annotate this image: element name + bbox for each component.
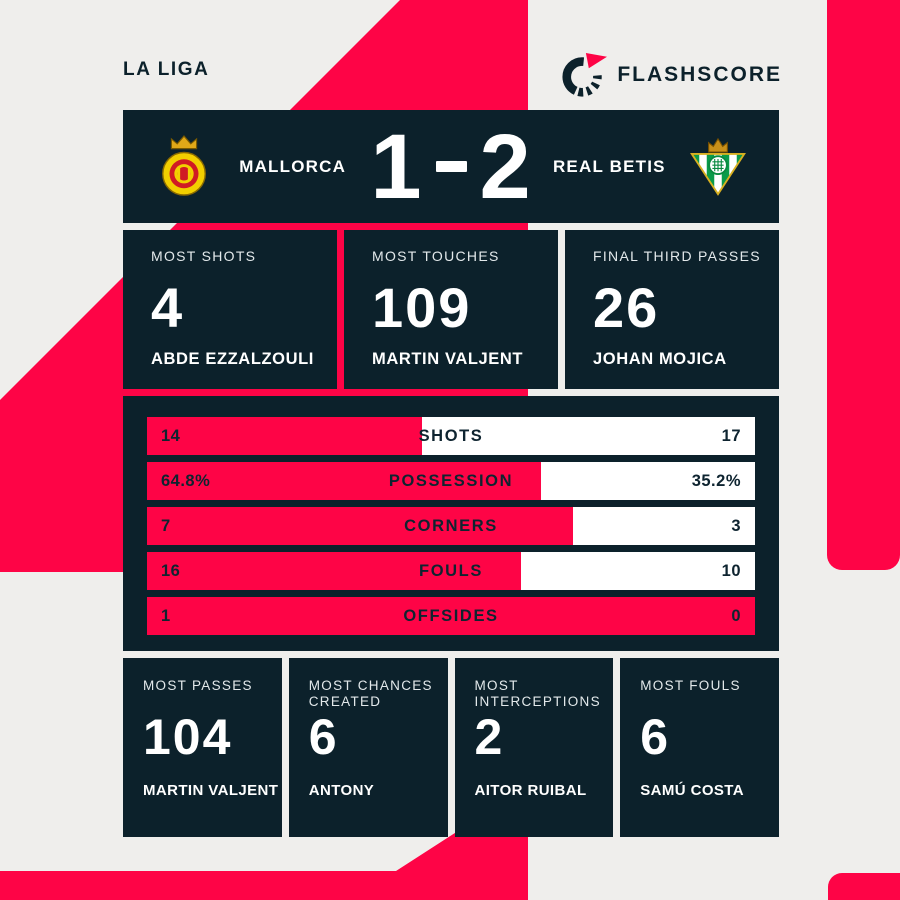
pink-corner-accent bbox=[828, 873, 900, 900]
stat-player: ABDE EZZALZOULI bbox=[151, 350, 314, 368]
stat-bar-fouls: 16 FOULS 10 bbox=[147, 552, 755, 590]
score-header: MALLORCA 1 2 REAL BETIS bbox=[123, 110, 779, 223]
score-dash bbox=[435, 161, 467, 172]
pink-right-panel bbox=[827, 0, 900, 570]
competition-label: LA LIGA bbox=[123, 59, 210, 80]
home-value: 64.8% bbox=[161, 472, 211, 490]
home-team-name: MALLORCA bbox=[239, 156, 347, 176]
stat-bar-possession: 64.8% POSSESSION 35.2% bbox=[147, 462, 755, 500]
mallorca-crest-icon bbox=[153, 134, 215, 200]
home-share-fill bbox=[147, 552, 521, 590]
stat-bar-offsides: 1 OFFSIDES 0 bbox=[147, 597, 755, 635]
stat-box-most-chances-created: MOST CHANCES CREATED 6 ANTONY bbox=[288, 658, 448, 837]
away-value: 35.2% bbox=[691, 472, 741, 490]
home-score: 1 bbox=[370, 115, 423, 218]
stat-value: 6 bbox=[640, 709, 671, 765]
match-stats-panel: 14 SHOTS 17 64.8% POSSESSION 35.2% 7 COR… bbox=[123, 396, 779, 651]
stat-label: MOST TOUCHES bbox=[372, 248, 500, 264]
flashscore-clock-icon bbox=[562, 52, 608, 97]
away-score: 2 bbox=[479, 115, 532, 218]
stat-bar-corners: 7 CORNERS 3 bbox=[147, 507, 755, 545]
home-value: 14 bbox=[161, 427, 181, 445]
bar-label: POSSESSION bbox=[388, 472, 514, 490]
flashscore-logo: FLASHSCORE bbox=[561, 52, 782, 98]
bar-label: SHOTS bbox=[418, 427, 484, 445]
stat-label: MOST INTERCEPTIONS bbox=[474, 678, 601, 710]
stat-player: AITOR RUIBAL bbox=[474, 782, 587, 799]
away-value: 0 bbox=[731, 607, 741, 625]
home-share-fill bbox=[147, 417, 422, 455]
home-value: 7 bbox=[161, 517, 171, 535]
away-team-name: REAL BETIS bbox=[552, 156, 666, 176]
brand-name: FLASHSCORE bbox=[617, 63, 782, 86]
stat-bar-shots: 14 SHOTS 17 bbox=[147, 417, 755, 455]
home-value: 16 bbox=[161, 562, 181, 580]
home-share-fill bbox=[147, 597, 755, 635]
stat-value: 109 bbox=[372, 276, 472, 339]
home-value: 1 bbox=[161, 607, 171, 625]
score: 1 2 bbox=[370, 121, 531, 213]
stat-box-most-shots: MOST SHOTS 4 ABDE EZZALZOULI bbox=[123, 230, 337, 389]
stat-player: SAMÚ COSTA bbox=[640, 782, 744, 799]
stat-label: MOST SHOTS bbox=[151, 248, 257, 264]
bottom-stats-row: MOST PASSES 104 MARTIN VALJENT MOST CHAN… bbox=[123, 658, 779, 837]
stat-box-final-third-passes: FINAL THIRD PASSES 26 JOHAN MOJICA bbox=[565, 230, 779, 389]
stat-value: 6 bbox=[308, 709, 339, 765]
top-stats-row: MOST SHOTS 4 ABDE EZZALZOULI MOST TOUCHE… bbox=[123, 230, 779, 389]
stat-label: MOST CHANCES CREATED bbox=[308, 678, 433, 710]
stat-label: MOST PASSES bbox=[143, 678, 253, 693]
stat-value: 2 bbox=[474, 709, 505, 765]
bar-label: OFFSIDES bbox=[403, 607, 499, 625]
stat-box-most-interceptions: MOST INTERCEPTIONS 2 AITOR RUIBAL bbox=[454, 658, 614, 837]
stat-player: MARTIN VALJENT bbox=[372, 350, 524, 368]
bar-label: FOULS bbox=[419, 562, 483, 580]
stat-box-most-passes: MOST PASSES 104 MARTIN VALJENT bbox=[123, 658, 282, 837]
stat-box-most-fouls: MOST FOULS 6 SAMÚ COSTA bbox=[620, 658, 779, 837]
home-share-fill bbox=[147, 462, 541, 500]
away-value: 10 bbox=[721, 562, 741, 580]
home-share-fill bbox=[147, 507, 573, 545]
stat-label: FINAL THIRD PASSES bbox=[593, 248, 761, 264]
away-value: 3 bbox=[731, 517, 741, 535]
stat-player: JOHAN MOJICA bbox=[593, 350, 727, 368]
real-betis-crest-icon bbox=[687, 136, 749, 198]
stat-value: 26 bbox=[593, 276, 660, 339]
bar-label: CORNERS bbox=[404, 517, 498, 535]
stat-value: 4 bbox=[151, 276, 185, 339]
stat-label: MOST FOULS bbox=[640, 678, 741, 693]
stat-player: MARTIN VALJENT bbox=[143, 782, 279, 799]
stat-player: ANTONY bbox=[308, 782, 375, 799]
stat-box-most-touches: MOST TOUCHES 109 MARTIN VALJENT bbox=[344, 230, 558, 389]
stat-value: 104 bbox=[143, 709, 233, 765]
away-value: 17 bbox=[721, 427, 741, 445]
